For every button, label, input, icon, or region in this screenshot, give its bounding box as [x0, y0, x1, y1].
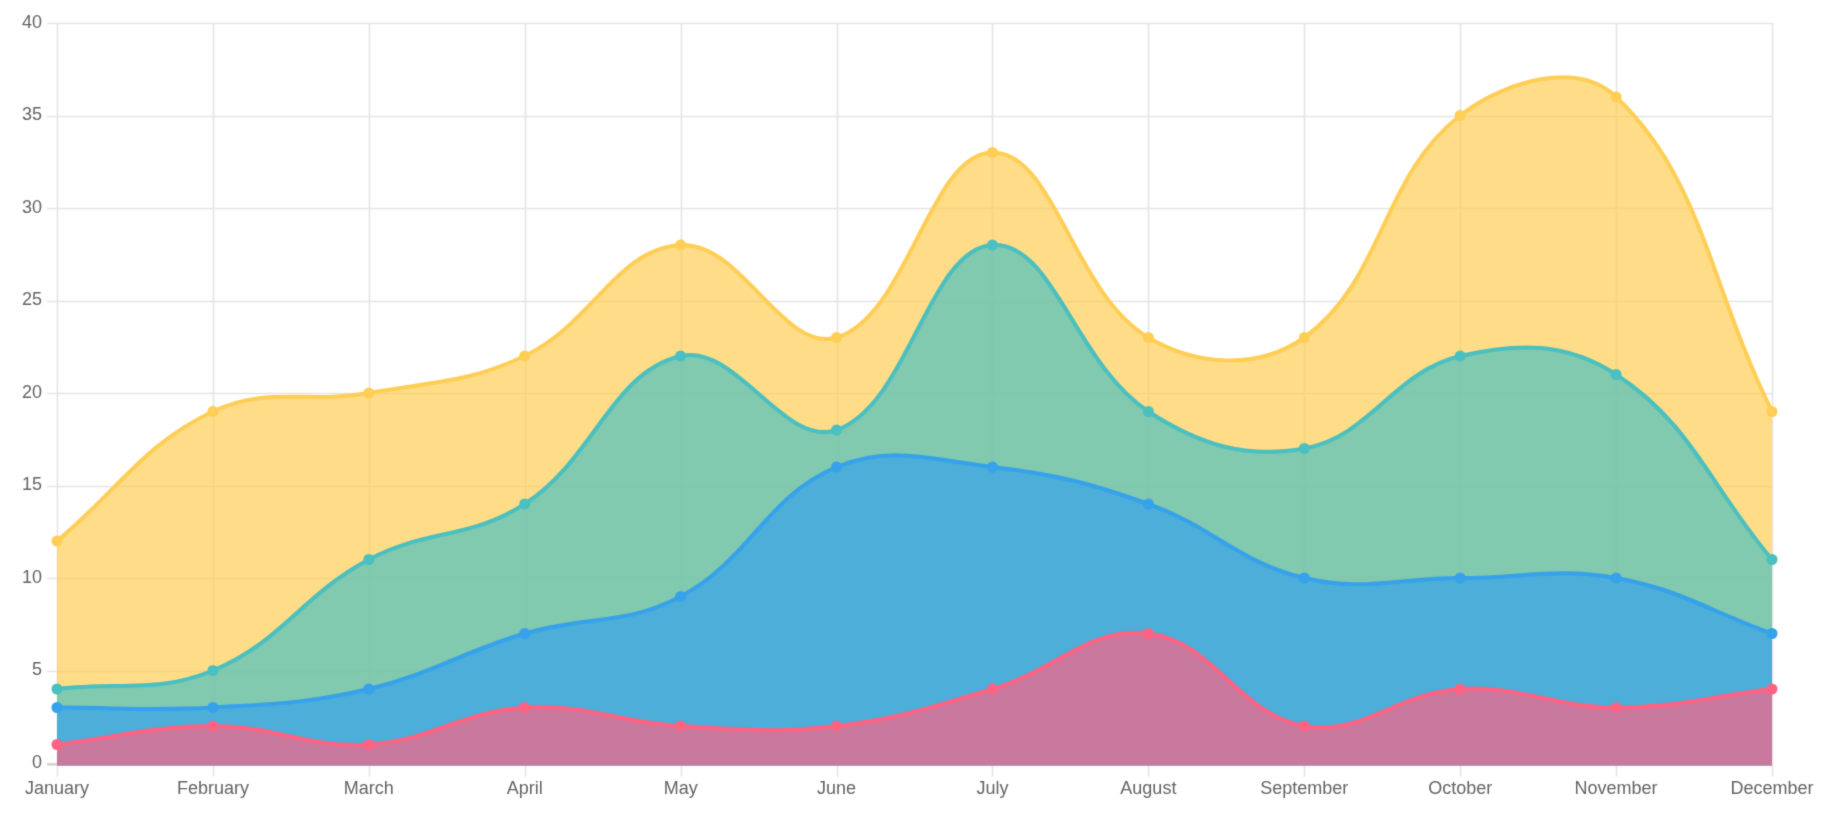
area-chart [0, 0, 1830, 838]
area-chart-canvas[interactable] [0, 0, 1830, 838]
